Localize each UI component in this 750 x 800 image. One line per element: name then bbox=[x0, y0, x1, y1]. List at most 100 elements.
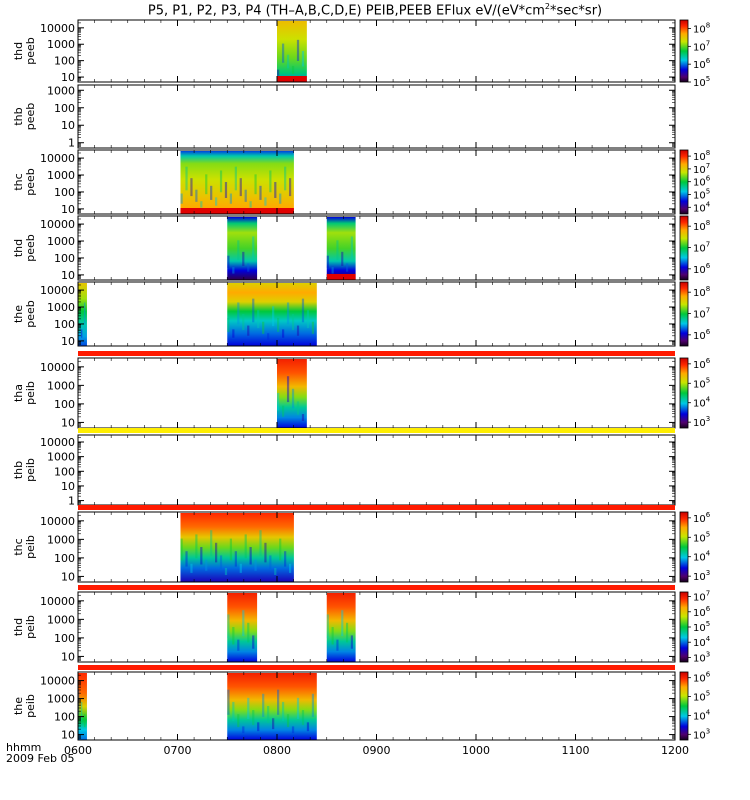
panel-frame bbox=[77, 671, 676, 741]
spectrogram-texture bbox=[341, 610, 344, 637]
spectrogram-texture bbox=[257, 310, 260, 329]
colorbar-tick-label: 105 bbox=[693, 530, 710, 544]
spectrogram-texture bbox=[237, 714, 240, 728]
spectrogram-texture bbox=[264, 542, 267, 563]
y-tick-label: 1000 bbox=[47, 533, 75, 546]
spectrogram-texture bbox=[301, 51, 305, 67]
panel-frame bbox=[77, 215, 676, 281]
x-tick-label: 0600 bbox=[64, 744, 92, 757]
y-tick-label: 100 bbox=[54, 632, 75, 645]
spectrogram-texture bbox=[331, 267, 334, 274]
y-tick-label: 100 bbox=[54, 318, 75, 331]
panel-separator bbox=[78, 428, 675, 433]
spectrogram-texture bbox=[286, 714, 290, 728]
spectrogram-texture bbox=[190, 563, 193, 573]
y-tick-label: 10000 bbox=[40, 152, 75, 165]
spectrogram-texture bbox=[286, 376, 290, 403]
spectrogram-texture bbox=[331, 627, 334, 645]
panel-label-probe: thd bbox=[12, 42, 25, 60]
spectrogram-block bbox=[227, 673, 317, 740]
y-tick-label: 100 bbox=[54, 398, 75, 411]
spectrogram-texture bbox=[267, 333, 270, 340]
y-tick-label: 10000 bbox=[40, 361, 75, 374]
colorbar-tick-label: 106 bbox=[693, 357, 711, 371]
colorbar-tick-label: 106 bbox=[693, 605, 711, 619]
colorbar bbox=[679, 215, 689, 281]
spectrogram-block bbox=[227, 593, 258, 662]
spectrogram-texture bbox=[234, 551, 237, 567]
spectrogram-texture bbox=[296, 697, 300, 719]
colorbar-tick-label: 107 bbox=[693, 590, 710, 604]
colorbar-tick-label: 104 bbox=[693, 550, 711, 564]
spectrogram-texture bbox=[301, 298, 305, 323]
spectrogram-texture bbox=[195, 189, 198, 202]
panel-label-probe: the bbox=[12, 697, 25, 715]
y-tick-label: 1000 bbox=[47, 38, 75, 51]
spectrogram-texture bbox=[296, 325, 300, 336]
spectrogram-texture bbox=[284, 551, 287, 567]
colorbar-tick-label: 104 bbox=[693, 708, 711, 722]
spectrogram-block bbox=[180, 151, 294, 214]
panel-label-product: peib bbox=[24, 694, 37, 718]
colorbar-tick-label: 106 bbox=[693, 671, 711, 685]
spectrogram-texture bbox=[311, 693, 315, 717]
spectrogram-texture bbox=[247, 263, 250, 272]
panel-frame bbox=[77, 511, 676, 583]
spectrogram-texture bbox=[336, 240, 339, 261]
panel-label-probe: thd bbox=[12, 618, 25, 636]
colorbar-tick-label: 108 bbox=[693, 285, 710, 299]
spectrogram-texture bbox=[224, 182, 228, 198]
panel-frame bbox=[77, 357, 676, 429]
spectrogram-texture bbox=[301, 710, 305, 726]
spectrogram-texture bbox=[219, 170, 223, 193]
spectrogram-texture bbox=[237, 302, 240, 325]
spectrogram-texture bbox=[247, 325, 250, 336]
y-tick-label: 1000 bbox=[47, 451, 75, 464]
y-tick-label: 1 bbox=[68, 495, 75, 508]
spectrogram-block bbox=[78, 673, 87, 740]
colorbar-tick-label: 106 bbox=[693, 511, 711, 525]
spectrogram-texture bbox=[227, 317, 230, 332]
spectrogram-texture bbox=[306, 722, 310, 732]
x-axis-footer: hhmm 2009 Feb 05 bbox=[6, 742, 74, 764]
spectrogram-texture bbox=[185, 166, 188, 191]
spectrogram-texture bbox=[267, 706, 270, 723]
colorbar bbox=[679, 671, 689, 741]
colorbar bbox=[679, 511, 689, 583]
y-tick-label: 10000 bbox=[40, 284, 75, 297]
spectrogram-texture bbox=[264, 197, 267, 206]
colorbar-tick-label: 104 bbox=[693, 396, 711, 410]
colorbar-tick-label: 107 bbox=[693, 39, 710, 53]
panel-label-product: peib bbox=[24, 458, 37, 482]
spectrogram-block bbox=[326, 217, 356, 280]
y-tick-label: 1000 bbox=[47, 84, 75, 97]
spectrogram-texture bbox=[262, 693, 265, 717]
spectrogram-texture bbox=[215, 197, 218, 206]
y-tick-label: 100 bbox=[54, 711, 75, 724]
spectrogram-texture bbox=[341, 251, 344, 266]
panel-frame bbox=[77, 281, 676, 347]
colorbar-tick-label: 105 bbox=[693, 690, 710, 704]
colorbar bbox=[679, 149, 689, 215]
spectrogram-texture bbox=[252, 298, 255, 323]
spectrogram-texture bbox=[232, 329, 235, 338]
spectrogram-texture bbox=[281, 329, 285, 338]
spectrogram-texture bbox=[291, 65, 295, 74]
spectrogram-texture bbox=[254, 559, 257, 571]
colorbar-tick-label: 103 bbox=[693, 650, 710, 664]
spectrogram-texture bbox=[252, 635, 255, 649]
colorbar-tick-label: 106 bbox=[693, 57, 711, 71]
spectrogram-texture bbox=[190, 178, 193, 197]
spectrogram-texture bbox=[242, 726, 245, 734]
y-tick-label: 100 bbox=[54, 252, 75, 265]
spectrogram-texture bbox=[205, 174, 208, 195]
colorbar bbox=[679, 357, 689, 429]
panel-label-product: peeb bbox=[24, 168, 37, 196]
colorbar-tick-label: 103 bbox=[693, 727, 710, 741]
x-tick-label: 1100 bbox=[562, 744, 590, 757]
y-tick-label: 10000 bbox=[40, 22, 75, 35]
colorbar bbox=[679, 591, 689, 663]
spectrogram-texture bbox=[279, 538, 282, 561]
colorbar-tick-label: 103 bbox=[693, 415, 710, 429]
panel-frame bbox=[77, 84, 676, 149]
